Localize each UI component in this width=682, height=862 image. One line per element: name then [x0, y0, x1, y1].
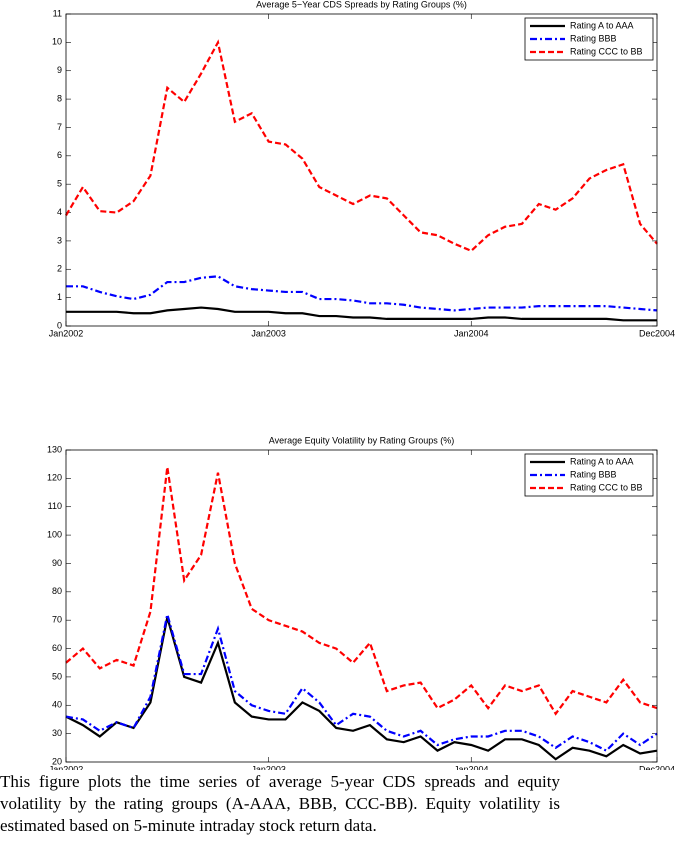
legend-label: Rating A to AAA — [570, 20, 634, 30]
legend-label: Rating CCC to BB — [570, 482, 643, 492]
y-tick-label: 6 — [57, 150, 62, 160]
legend-label: Rating CCC to BB — [570, 46, 643, 56]
legend-label: Rating BBB — [570, 469, 617, 479]
y-tick-label: 11 — [53, 8, 62, 18]
y-tick-label: 80 — [52, 586, 62, 596]
x-tick-label: Jan2002 — [49, 764, 84, 770]
y-tick-label: 10 — [52, 37, 62, 47]
y-tick-label: 40 — [52, 700, 62, 710]
x-tick-label: Dec2004 — [639, 764, 675, 770]
charts: Average 5−Year CDS Spreads by Rating Gro… — [47, 0, 675, 774]
y-tick-label: 8 — [57, 93, 62, 103]
y-tick-label: 9 — [57, 65, 62, 75]
legend: Rating A to AAA Rating BBB Rating CCC to B… — [524, 453, 654, 497]
chart-title: Average Equity Volatility by Rating Grou… — [269, 435, 454, 445]
series-line — [65, 466, 658, 716]
x-tick-label: Jan2002 — [49, 328, 84, 338]
axes-box — [65, 449, 658, 763]
axes-box — [65, 13, 658, 327]
series-line — [66, 306, 657, 322]
y-tick-label: 4 — [57, 207, 62, 217]
legend-label: Rating A to AAA — [570, 456, 634, 466]
chart-title: Average 5−Year CDS Spreads by Rating Gro… — [256, 0, 467, 9]
y-tick-label: 100 — [47, 529, 62, 539]
y-tick-label: 60 — [52, 643, 62, 653]
y-tick-label: 3 — [57, 235, 62, 245]
y-tick-label: 7 — [57, 122, 62, 132]
y-tick-label: 30 — [52, 728, 62, 738]
series-line — [66, 275, 658, 312]
y-tick-label: 5 — [57, 179, 62, 189]
y-tick-label: 0 — [57, 320, 62, 330]
series-line — [65, 617, 658, 761]
y-tick-label: 90 — [52, 558, 62, 568]
x-tick-label: Jan2003 — [251, 328, 286, 338]
y-tick-label: 20 — [52, 756, 62, 766]
y-tick-label: 2 — [57, 264, 62, 274]
y-tick-label: 50 — [52, 671, 62, 681]
x-tick-label: Jan2004 — [454, 328, 489, 338]
series-line — [65, 39, 658, 253]
x-tick-label: Dec2004 — [639, 328, 675, 338]
y-tick-label: 110 — [48, 501, 62, 511]
legend-label: Rating BBB — [570, 33, 617, 43]
y-tick-label: 70 — [52, 615, 62, 625]
y-tick-label: 120 — [47, 473, 62, 483]
y-tick-label: 1 — [57, 292, 62, 302]
x-tick-label: Jan2004 — [454, 764, 489, 770]
y-tick-label: 130 — [47, 444, 62, 454]
series-line — [65, 614, 658, 752]
legend: Rating A to AAA Rating BBB Rating CCC to B… — [524, 17, 654, 61]
caption: This figure plots the time series of ave… — [0, 772, 560, 835]
x-tick-label: Jan2003 — [251, 764, 286, 770]
